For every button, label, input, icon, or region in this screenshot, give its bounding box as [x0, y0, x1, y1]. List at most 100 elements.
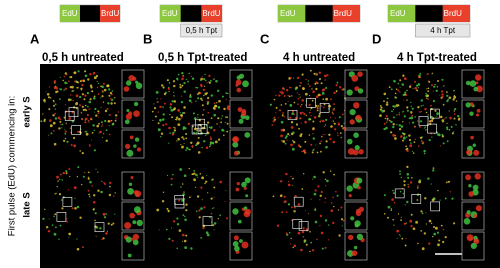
speckle: [93, 194, 96, 197]
speckle: [409, 181, 413, 184]
speckle: [180, 186, 182, 188]
speckle: [441, 95, 444, 98]
speckle: [298, 127, 300, 130]
speckle: [272, 117, 274, 119]
speckle: [87, 78, 90, 81]
brdu-pulse: [442, 5, 470, 22]
speckle: [196, 87, 199, 89]
speckle: [80, 79, 83, 82]
speckle: [446, 94, 449, 97]
speckle: [206, 82, 208, 84]
speckle: [71, 90, 74, 92]
speckle: [103, 181, 105, 184]
speckle: [291, 95, 293, 97]
speckle: [58, 98, 61, 100]
speckle: [54, 82, 56, 84]
speckle: [191, 77, 195, 80]
region-box: [56, 212, 67, 222]
speckle: [109, 91, 112, 95]
speckle: [337, 134, 339, 137]
speckle: [105, 129, 108, 132]
speckle: [163, 102, 166, 105]
speckle: [439, 94, 441, 96]
speckle: [400, 125, 404, 128]
speckle: [206, 233, 210, 237]
speckle: [294, 195, 297, 198]
speckle: [49, 124, 53, 128]
speckle: [421, 140, 423, 142]
speckle: [287, 100, 289, 102]
inset-spot: [243, 210, 251, 218]
speckle: [108, 88, 111, 91]
speckle: [210, 127, 213, 129]
speckle: [383, 92, 387, 96]
speckle: [153, 103, 155, 105]
speckle: [272, 120, 275, 123]
speckle: [83, 98, 86, 101]
speckle: [428, 139, 431, 142]
speckle: [426, 97, 428, 99]
speckle: [223, 107, 226, 111]
speckle: [197, 136, 200, 139]
inset-spot: [346, 89, 353, 96]
speckle: [425, 223, 427, 225]
speckle: [94, 107, 97, 111]
speckle: [311, 88, 313, 90]
speckle: [58, 193, 62, 196]
speckle: [117, 111, 120, 113]
speckle: [426, 94, 430, 97]
inset-spot: [358, 149, 364, 155]
speckle: [206, 175, 208, 176]
speckle: [303, 173, 305, 175]
speckle: [94, 212, 97, 215]
speckle: [207, 192, 209, 194]
speckle: [305, 228, 309, 231]
inset-spot: [356, 233, 364, 241]
speckle: [414, 125, 416, 127]
speckle: [202, 226, 205, 230]
speckle: [402, 136, 406, 140]
speckle: [53, 101, 55, 103]
speckle: [53, 104, 55, 107]
speckle: [177, 79, 179, 81]
speckle: [219, 214, 222, 217]
speckle: [174, 118, 176, 120]
speckle: [297, 231, 301, 235]
speckle: [110, 98, 112, 100]
inset-spot: [238, 73, 245, 79]
speckle: [292, 131, 295, 134]
speckle: [170, 108, 174, 112]
speckle: [95, 74, 98, 78]
speckle: [103, 133, 105, 135]
speckle: [333, 91, 336, 95]
speckle: [220, 118, 222, 120]
speckle: [93, 149, 96, 152]
pulse-label: EdU: [62, 9, 78, 18]
speckle: [105, 213, 107, 215]
speckle: [382, 109, 385, 112]
inset-spot: [475, 205, 482, 212]
inset-spot: [125, 143, 131, 149]
speckle: [400, 135, 403, 138]
speckle: [328, 239, 330, 241]
speckle: [418, 180, 421, 184]
speckle: [305, 243, 308, 246]
speckle: [283, 201, 285, 203]
speckle: [154, 115, 157, 118]
side-label: First pulse (EdU) commencing in:: [7, 96, 18, 236]
speckle: [177, 123, 181, 126]
speckle: [303, 112, 306, 116]
speckle: [308, 134, 311, 136]
inset-spot: [349, 109, 356, 116]
speckle: [64, 133, 67, 135]
speckle: [89, 73, 92, 76]
speckle: [93, 201, 96, 204]
speckle: [101, 124, 104, 126]
speckle: [152, 119, 154, 121]
speckle: [311, 151, 314, 154]
speckle: [443, 85, 445, 87]
speckle: [342, 219, 345, 222]
speckle: [299, 96, 301, 98]
speckle: [412, 121, 415, 124]
speckle: [190, 101, 193, 104]
